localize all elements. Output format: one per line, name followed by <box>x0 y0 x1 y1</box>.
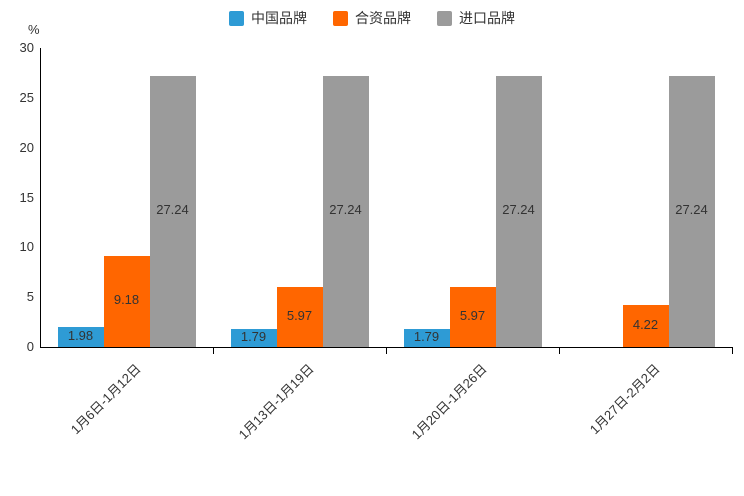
bar-进口品牌-1月20日-1月26日 <box>495 75 542 347</box>
bar-value-label: 1.79 <box>240 329 267 345</box>
legend-item-china-brand[interactable]: 中国品牌 <box>229 8 307 28</box>
x-axis-category-label: 1月20日-1月26日 <box>408 361 490 443</box>
legend-swatch-joint-venture-brand <box>333 10 348 26</box>
bar-value-label: 27.24 <box>502 202 535 218</box>
legend-swatch-china-brand <box>229 10 244 26</box>
bar-value-label: 4.22 <box>632 316 659 332</box>
bar-中国品牌-1月6日-1月12日 <box>57 327 104 347</box>
bar-value-label: 1.79 <box>413 329 440 345</box>
bar-进口品牌-1月13日-1月19日 <box>322 75 369 347</box>
x-axis-tick <box>732 348 733 354</box>
x-axis-tick <box>386 348 387 354</box>
legend-item-import-brand[interactable]: 进口品牌 <box>437 8 515 28</box>
y-tick-label: 20 <box>19 139 34 155</box>
x-axis-category-label: 1月13日-1月19日 <box>235 361 317 443</box>
bar-进口品牌-1月27日-2月2日 <box>668 75 715 347</box>
bar-value-label: 9.18 <box>113 292 140 308</box>
legend-label: 进口品牌 <box>459 10 515 26</box>
bar-合资品牌-1月13日-1月19日 <box>276 287 323 347</box>
legend-label: 中国品牌 <box>251 10 307 26</box>
y-axis-unit-label: % <box>28 22 40 37</box>
y-tick-label: 5 <box>26 289 34 305</box>
legend-item-joint-venture-brand[interactable]: 合资品牌 <box>333 8 411 28</box>
y-tick-label: 25 <box>19 89 34 105</box>
x-axis-tick <box>559 348 560 354</box>
bar-value-label: 5.97 <box>286 308 313 324</box>
bar-合资品牌-1月27日-2月2日 <box>622 304 669 347</box>
legend-swatch-import-brand <box>437 10 452 26</box>
y-tick-label: 10 <box>19 239 34 255</box>
bar-合资品牌-1月20日-1月26日 <box>449 287 496 347</box>
legend: 中国品牌 合资品牌 进口品牌 <box>0 8 744 28</box>
bar-value-label: 27.24 <box>675 202 708 218</box>
bar-中国品牌-1月20日-1月26日 <box>403 329 450 347</box>
y-tick-label: 15 <box>19 189 34 205</box>
legend-label: 合资品牌 <box>355 10 411 26</box>
bar-合资品牌-1月6日-1月12日 <box>103 255 150 347</box>
x-axis-category-label: 1月27日-2月2日 <box>586 361 663 438</box>
bar-value-label: 27.24 <box>156 202 189 218</box>
bar-中国品牌-1月13日-1月19日 <box>230 329 277 347</box>
x-axis-line <box>40 347 733 348</box>
y-tick-label: 30 <box>19 40 34 55</box>
y-axis-line <box>40 48 41 347</box>
bar-value-label: 5.97 <box>459 308 486 324</box>
bar-value-label: 1.98 <box>67 328 94 344</box>
bar-value-label: 27.24 <box>329 202 362 218</box>
x-axis-tick <box>213 348 214 354</box>
x-axis-category-label: 1月6日-1月12日 <box>67 361 144 438</box>
bar-进口品牌-1月6日-1月12日 <box>149 75 196 347</box>
y-tick-label: 0 <box>26 339 34 354</box>
